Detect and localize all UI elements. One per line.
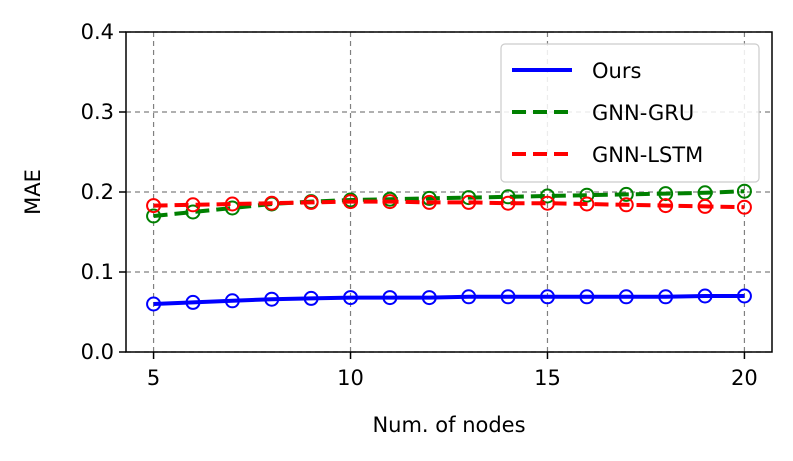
- data-point: [500, 189, 516, 205]
- data-point: [539, 195, 555, 211]
- series-line: [153, 199, 745, 210]
- ticks: 5 10 15 20 0.0 0.1 0.2 0.3 0.4: [81, 20, 758, 390]
- y-axis-label: MAE: [21, 169, 45, 215]
- data-point: [658, 198, 674, 214]
- legend-label: GNN-LSTM: [592, 143, 703, 167]
- x-tick-label: 20: [731, 366, 758, 390]
- data-point: [697, 198, 713, 214]
- legend-box: [500, 43, 760, 183]
- data-point: [146, 208, 162, 224]
- data-point: [736, 199, 752, 215]
- x-axis-label: Num. of nodes: [372, 413, 525, 437]
- y-tick-label: 0.4: [81, 20, 114, 44]
- data-point: [500, 195, 516, 211]
- data-point: [224, 200, 240, 216]
- data-point: [224, 196, 240, 212]
- data-point: [382, 194, 398, 210]
- data-point: [224, 293, 240, 309]
- x-tick-label: 5: [147, 366, 160, 390]
- data-point: [461, 194, 477, 210]
- data-point: [658, 289, 674, 305]
- x-tick-label: 15: [534, 366, 561, 390]
- data-point: [579, 187, 595, 203]
- y-tick-label: 0.3: [81, 100, 114, 124]
- data-point: [264, 195, 280, 211]
- legend-label: GNN-GRU: [592, 101, 694, 125]
- series-line: [153, 294, 745, 306]
- data-point: [421, 190, 437, 206]
- data-point: [461, 289, 477, 305]
- data-point: [697, 288, 713, 304]
- data-point: [579, 289, 595, 305]
- data-point: [382, 290, 398, 306]
- data-point: [539, 188, 555, 204]
- data-point: [303, 290, 319, 306]
- data-point: [185, 294, 201, 310]
- data-point: [264, 291, 280, 307]
- data-point: [618, 289, 634, 305]
- y-tick-label: 0.2: [81, 180, 114, 204]
- y-tick-label: 0.0: [81, 340, 114, 364]
- data-point: [185, 197, 201, 213]
- series-gnn-lstm: [146, 194, 752, 215]
- data-point: [579, 196, 595, 212]
- y-tick-label: 0.1: [81, 260, 114, 284]
- legend: Ours GNN-GRU GNN-LSTM: [500, 43, 760, 183]
- data-point: [500, 289, 516, 305]
- data-point: [736, 288, 752, 304]
- data-point: [303, 194, 319, 210]
- data-point: [421, 290, 437, 306]
- x-tick-label: 10: [337, 366, 364, 390]
- data-point: [736, 183, 752, 199]
- data-point: [421, 194, 437, 210]
- data-point: [146, 198, 162, 214]
- series-layer: [146, 183, 752, 312]
- data-point: [618, 197, 634, 213]
- data-point: [146, 296, 162, 312]
- data-point: [343, 290, 359, 306]
- data-point: [539, 289, 555, 305]
- series-line: [153, 189, 745, 218]
- data-point: [185, 204, 201, 220]
- data-point: [343, 194, 359, 210]
- data-point: [618, 186, 634, 202]
- series-ours: [146, 288, 752, 312]
- legend-label: Ours: [592, 59, 641, 83]
